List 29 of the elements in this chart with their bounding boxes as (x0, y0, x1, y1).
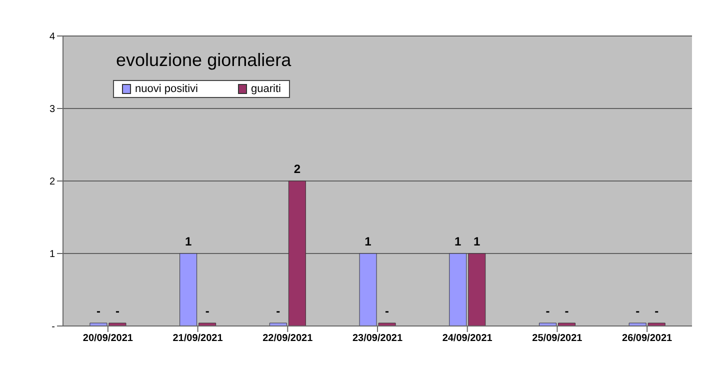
y-tick-label: 4 (49, 32, 56, 43)
data-label: 1 (474, 234, 481, 248)
x-tick-label: 26/09/2021 (622, 333, 673, 344)
legend-label: nuovi positivi (135, 82, 198, 96)
y-tick-label: - (52, 322, 55, 333)
data-label: 1 (454, 234, 462, 248)
y-tick-label: 1 (49, 249, 56, 260)
y-tick-label: 2 (49, 176, 56, 188)
x-tick-label: 24/09/2021 (442, 333, 493, 344)
y-tick-label: 3 (49, 104, 56, 116)
data-label: - (385, 304, 390, 318)
data-label: - (546, 304, 550, 318)
text: evoluzione giornaliera (116, 50, 292, 71)
data-label: 2 (294, 162, 301, 176)
data-label: 1 (184, 234, 192, 248)
x-tick-label: 22/09/2021 (262, 333, 314, 344)
data-label: - (654, 304, 659, 318)
data-label: - (636, 304, 640, 318)
data-label: - (96, 304, 100, 318)
x-tick-label: 21/09/2021 (172, 333, 224, 344)
data-label: - (205, 304, 210, 318)
x-tick-label: 25/09/2021 (532, 333, 583, 344)
x-tick-label: 20/09/2021 (82, 333, 134, 344)
data-label: - (276, 304, 280, 318)
x-tick-label: 23/09/2021 (352, 333, 403, 344)
data-label: 1 (364, 234, 372, 248)
data-label: - (115, 304, 120, 318)
data-label: - (564, 304, 569, 318)
legend-label: guariti (250, 82, 281, 96)
